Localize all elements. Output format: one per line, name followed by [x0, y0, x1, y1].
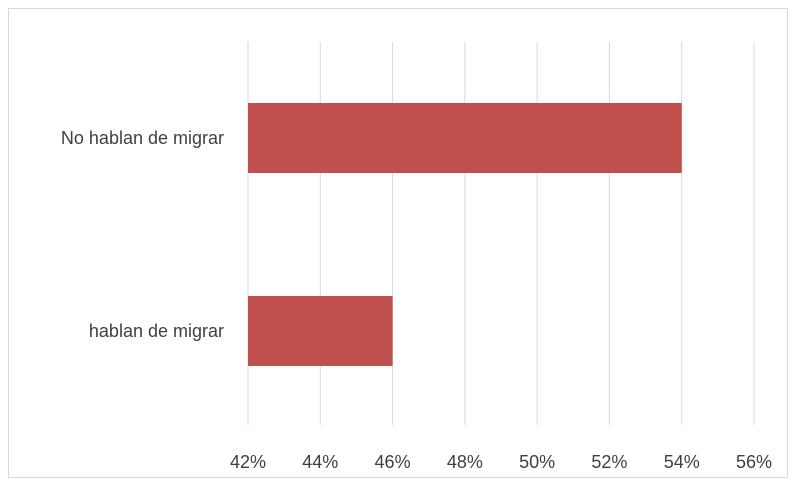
x-tick-label: 46% [375, 452, 411, 472]
category-label: hablan de migrar [89, 321, 224, 341]
chart-frame [8, 8, 788, 478]
x-tick-label: 48% [447, 452, 483, 472]
x-tick-label: 54% [664, 452, 700, 472]
grid-layer [247, 42, 755, 425]
value-axis: 42% 44% 46% 48% 50% 52% 54% 56% [230, 452, 772, 472]
x-tick-label: 44% [302, 452, 338, 472]
category-axis: No hablan de migrar hablan de migrar [61, 128, 224, 341]
x-tick-label: 42% [230, 452, 266, 472]
x-tick-label: 50% [519, 452, 555, 472]
x-tick-label: 52% [591, 452, 627, 472]
bar [248, 103, 682, 173]
bar-layer [248, 103, 682, 366]
x-tick-label: 56% [736, 452, 772, 472]
bar [248, 296, 393, 366]
category-label: No hablan de migrar [61, 128, 224, 148]
